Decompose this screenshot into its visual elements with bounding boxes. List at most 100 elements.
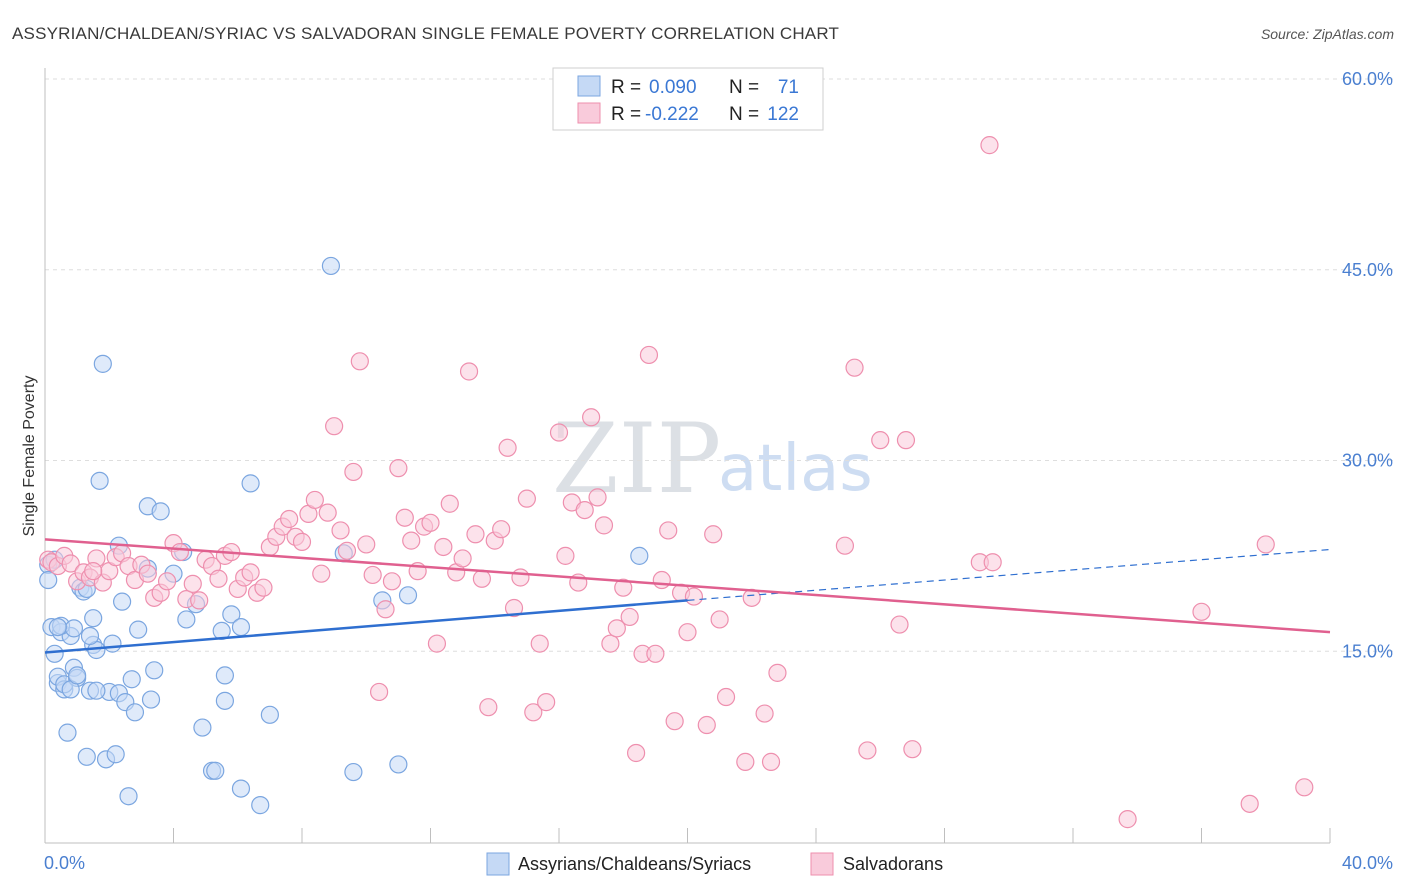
y-tick-label: 45.0% (1342, 260, 1393, 280)
legend-r-label-1: R = (611, 77, 641, 98)
salvadorans-point (357, 535, 376, 554)
y-axis-label: Single Female Poverty (21, 376, 38, 537)
legend-r-value-1: 0.090 (649, 77, 697, 98)
legend-swatch-blue (577, 75, 601, 97)
assyrians-point (177, 610, 196, 629)
legend-n-value-1: 71 (778, 77, 799, 98)
salvadorans-point (305, 490, 324, 510)
salvadorans-point (492, 520, 511, 539)
salvadorans-point (504, 598, 524, 618)
y-tick-label: 60.0% (1342, 69, 1393, 89)
salvadorans-point (983, 553, 1002, 572)
salvadorans-point (768, 663, 787, 682)
salvadorans-point (312, 564, 331, 583)
salvadorans-point (1192, 602, 1211, 621)
legend-n-label-1: N = (729, 77, 759, 98)
salvadorans-point (170, 542, 190, 562)
watermark-atlas: atlas (718, 432, 873, 506)
salvadorans-point (241, 563, 260, 582)
chart-source: Source: ZipAtlas.com (1261, 26, 1394, 42)
x-tick-label-max: 40.0% (1342, 853, 1393, 873)
salvadorans-point (472, 569, 491, 588)
assyrians-point (93, 354, 112, 373)
salvadorans-point (402, 531, 421, 550)
salvadorans-point (190, 591, 209, 610)
salvadorans-point (890, 615, 909, 634)
salvadorans-point (761, 752, 781, 771)
salvadorans-point (427, 634, 447, 653)
assyrians-point (231, 779, 251, 798)
assyrians-point (389, 755, 408, 774)
assyrians-point (48, 617, 67, 637)
salvadorans-point (453, 549, 472, 568)
salvadorans-point (626, 743, 646, 763)
x-tick-label-min: 0.0% (44, 853, 85, 873)
salvadorans-point (138, 564, 157, 583)
salvadorans-point (530, 634, 549, 653)
salvadorans-point (614, 578, 633, 597)
salvadorans-point (318, 503, 337, 522)
assyrians-trend-line (44, 599, 688, 654)
assyrians-point (129, 620, 148, 639)
salvadorans-point (1118, 810, 1137, 829)
salvadorans-point (665, 712, 684, 731)
legend-r-value-2: -0.222 (645, 104, 699, 125)
salvadorans-point (607, 619, 626, 638)
legend-n-value-2: 122 (767, 104, 799, 125)
salvadorans-point (652, 570, 671, 590)
salvadorans-point (858, 741, 877, 760)
chart-title: ASSYRIAN/CHALDEAN/SYRIAC VS SALVADORAN S… (12, 24, 839, 43)
assyrians-point (106, 745, 125, 764)
assyrians-point (145, 661, 164, 680)
salvadorans-point (537, 693, 556, 712)
x-ticks (173, 828, 1331, 843)
salvadorans-point (363, 565, 382, 585)
legend-n-label-2: N = (729, 104, 759, 125)
assyrians-point (321, 256, 341, 276)
salvadorans-point (511, 568, 530, 587)
salvadorans-point (575, 500, 594, 520)
salvadorans-point (678, 623, 697, 642)
salvadorans-point (896, 431, 916, 450)
salvadorans-point (157, 572, 177, 591)
salvadorans-point (209, 569, 228, 588)
assyrians-point (45, 644, 64, 663)
correlation-legend: R = 0.090 N = 71 R = -0.222 N = 122 (552, 67, 824, 131)
salvadorans-point (588, 488, 607, 507)
assyrians-point (231, 617, 251, 637)
assyrians-point (112, 592, 132, 611)
y-tick-labels: 15.0% 30.0% 45.0% 60.0% (1342, 69, 1393, 661)
salvadorans-point (620, 607, 639, 627)
trend-lines (44, 538, 1331, 654)
salvadorans-point (903, 740, 922, 759)
salvadorans-point (325, 417, 344, 436)
assyrians-point (251, 796, 270, 815)
salvadorans-point (498, 438, 517, 457)
series-legend: Assyrians/Chaldeans/Syriacs Salvadorans (486, 852, 943, 876)
bottom-legend-label-assyrians: Assyrians/Chaldeans/Syriacs (518, 854, 751, 874)
assyrians-point (87, 681, 106, 700)
assyrians-point (80, 626, 100, 646)
legend-swatch-pink (577, 102, 601, 124)
salvadorans-point (594, 516, 614, 535)
salvadorans-point (382, 572, 402, 591)
salvadorans-point (183, 574, 202, 593)
salvadorans-point (479, 698, 498, 717)
assyrians-point (193, 718, 212, 737)
bottom-legend-swatch-pink (810, 852, 834, 876)
salvadorans-point (395, 508, 414, 527)
salvadorans-point (845, 358, 864, 377)
salvadorans-point (871, 431, 890, 450)
salvadorans-point (524, 703, 543, 722)
salvadorans-point (755, 704, 774, 723)
salvadorans-point (980, 136, 999, 155)
assyrians-point (103, 634, 122, 653)
assyrians-point (64, 619, 84, 638)
assyrians-point (398, 586, 418, 605)
salvadorans-point (337, 541, 357, 560)
salvadorans-point (659, 521, 678, 540)
assyrians-point (39, 570, 58, 590)
salvadorans-point (716, 687, 736, 707)
watermark: ZIP atlas (552, 403, 873, 515)
